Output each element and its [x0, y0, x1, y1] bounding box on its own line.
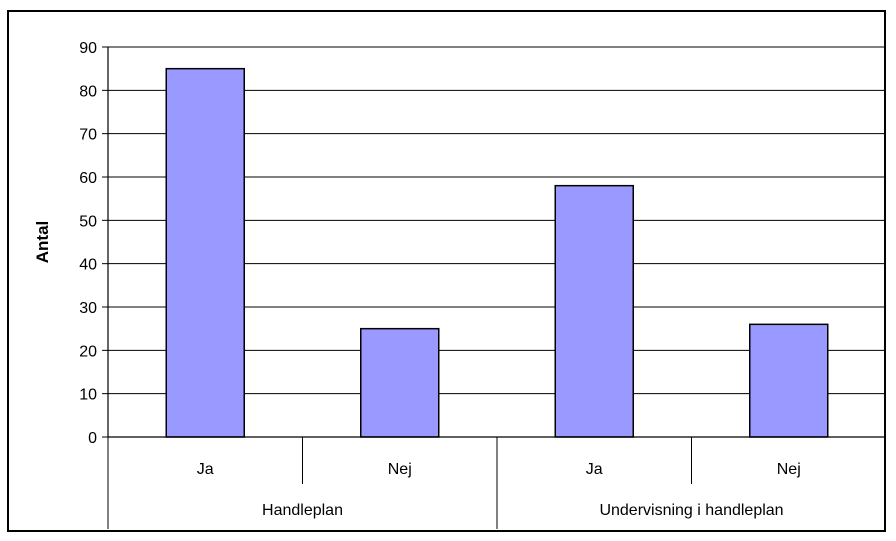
y-tick-label: 50 [79, 213, 97, 230]
y-tick-label: 80 [79, 83, 97, 100]
bar [555, 186, 633, 437]
x-category-label: Ja [197, 461, 214, 478]
y-axis-title: Antal [33, 221, 52, 264]
x-category-label: Nej [388, 461, 412, 478]
x-group-label: Handleplan [262, 502, 343, 519]
y-tick-label: 90 [79, 40, 97, 57]
x-group-label: Undervisning i handleplan [599, 502, 783, 519]
x-category-label: Ja [586, 461, 603, 478]
bars [166, 69, 828, 437]
y-tick-label: 30 [79, 300, 97, 317]
y-tick-label: 70 [79, 127, 97, 144]
y-tick-label: 40 [79, 257, 97, 274]
y-tick-label: 0 [88, 430, 97, 447]
bar [750, 324, 828, 437]
bar [166, 69, 244, 437]
y-tick-label: 10 [79, 387, 97, 404]
y-tick-label: 20 [79, 343, 97, 360]
bar [361, 329, 439, 437]
x-category-label: Nej [777, 461, 801, 478]
y-tick-label: 60 [79, 170, 97, 187]
